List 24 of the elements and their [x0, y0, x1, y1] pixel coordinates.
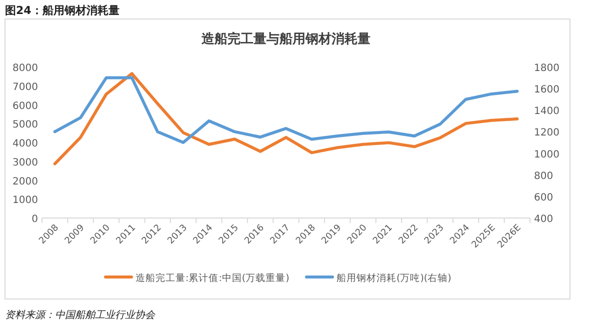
y-tick-label: 5000 [12, 120, 38, 131]
y-tick-label: 2000 [12, 176, 38, 188]
y2-tick-label: 400 [534, 214, 554, 225]
y-tick-label: 7000 [12, 82, 38, 93]
text: 资料来源：中国船舶工业行业协会 [5, 309, 156, 321]
y2-tick-label: 1000 [534, 149, 560, 160]
y-tick-label: 6000 [12, 100, 38, 112]
legend-label: 造船完工量:累计值:中国(万载重量) [136, 272, 290, 284]
y2-tick-label: 1400 [534, 106, 560, 118]
y-tick-label: 1000 [12, 195, 38, 206]
y2-tick-label: 1600 [534, 84, 560, 96]
y2-tick-label: 1200 [534, 128, 560, 139]
y2-tick-label: 600 [534, 192, 554, 204]
y-tick-label: 3000 [12, 157, 38, 168]
chart-title: 造船完工量与船用钢材消耗量 [200, 31, 370, 47]
y-tick-label: 4000 [12, 138, 38, 150]
y-tick-label: 0 [32, 214, 38, 225]
legend-label: 船用钢材消耗(万吨)(右轴) [336, 272, 452, 284]
y2-tick-label: 800 [534, 170, 554, 182]
line-series [53, 76, 519, 144]
chart-subtitle: 图24：船用钢材消耗量 [5, 4, 120, 17]
y-tick-label: 8000 [12, 63, 38, 74]
y2-tick-label: 1800 [534, 63, 560, 74]
line-series [53, 72, 519, 166]
